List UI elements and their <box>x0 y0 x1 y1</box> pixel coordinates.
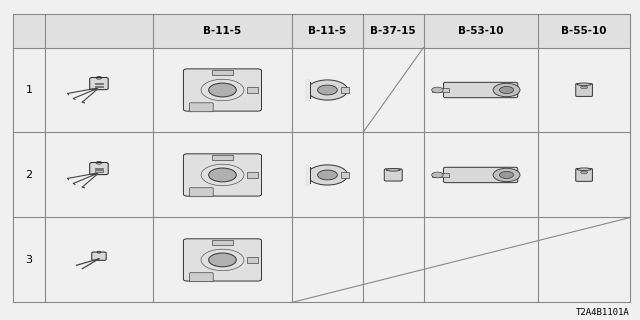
Ellipse shape <box>386 169 400 171</box>
Bar <box>212 155 233 160</box>
Text: B-55-10: B-55-10 <box>561 26 607 36</box>
FancyBboxPatch shape <box>184 69 262 111</box>
Text: 1: 1 <box>26 85 33 95</box>
Text: 3: 3 <box>26 255 33 265</box>
Bar <box>247 172 258 178</box>
Bar <box>341 172 349 178</box>
Ellipse shape <box>580 86 588 89</box>
Bar <box>95 85 103 87</box>
FancyBboxPatch shape <box>92 252 106 260</box>
Circle shape <box>307 165 348 185</box>
FancyBboxPatch shape <box>90 77 108 90</box>
FancyBboxPatch shape <box>189 188 213 197</box>
Bar <box>247 257 258 263</box>
Circle shape <box>431 172 443 178</box>
Text: B-37-15: B-37-15 <box>371 26 416 36</box>
Text: 2: 2 <box>26 170 33 180</box>
Ellipse shape <box>580 171 588 174</box>
Circle shape <box>317 170 337 180</box>
Circle shape <box>209 168 236 182</box>
FancyBboxPatch shape <box>184 154 262 196</box>
Ellipse shape <box>577 83 591 85</box>
Text: B-11-5: B-11-5 <box>204 26 242 36</box>
Text: T2A4B1101A: T2A4B1101A <box>575 308 629 317</box>
FancyBboxPatch shape <box>189 103 213 112</box>
Circle shape <box>307 80 348 100</box>
Circle shape <box>209 83 236 97</box>
Bar <box>95 171 103 172</box>
Circle shape <box>499 86 513 93</box>
Circle shape <box>209 253 236 267</box>
Bar <box>305 79 310 101</box>
Bar <box>247 87 258 93</box>
Text: B-11-5: B-11-5 <box>308 26 347 36</box>
FancyBboxPatch shape <box>444 82 518 98</box>
FancyBboxPatch shape <box>184 239 262 281</box>
Bar <box>341 87 349 93</box>
Ellipse shape <box>577 168 591 171</box>
Circle shape <box>493 168 520 182</box>
Circle shape <box>431 87 443 93</box>
FancyBboxPatch shape <box>444 167 518 183</box>
Circle shape <box>317 85 337 95</box>
FancyBboxPatch shape <box>576 169 593 181</box>
Bar <box>431 172 449 177</box>
Bar <box>212 240 233 245</box>
Circle shape <box>499 172 513 179</box>
Bar <box>431 88 449 92</box>
FancyBboxPatch shape <box>90 163 108 175</box>
FancyBboxPatch shape <box>576 84 593 96</box>
Bar <box>95 168 103 169</box>
Circle shape <box>493 83 520 97</box>
Text: B-53-10: B-53-10 <box>458 26 504 36</box>
Bar <box>13 14 630 48</box>
Bar <box>305 164 310 186</box>
FancyBboxPatch shape <box>189 273 213 282</box>
Bar <box>212 70 233 76</box>
FancyBboxPatch shape <box>384 169 402 181</box>
Bar <box>95 83 103 84</box>
